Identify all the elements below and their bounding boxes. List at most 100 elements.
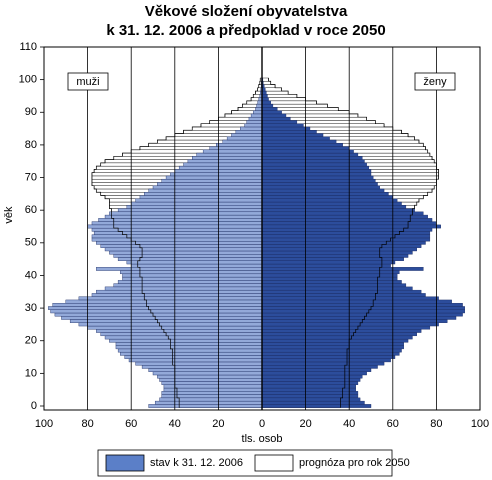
bar xyxy=(261,267,424,271)
bar xyxy=(161,381,263,385)
bar xyxy=(261,182,378,186)
bar xyxy=(130,263,263,268)
bar xyxy=(122,273,263,278)
bar xyxy=(216,143,263,147)
bar xyxy=(261,260,396,265)
bar xyxy=(261,254,409,258)
bar xyxy=(261,97,269,102)
bar xyxy=(261,107,278,111)
bar xyxy=(100,332,263,337)
x-tick-label: 100 xyxy=(35,418,53,430)
bar xyxy=(261,368,372,372)
bar xyxy=(226,136,263,141)
y-tick-label: 10 xyxy=(25,367,37,379)
bar xyxy=(261,169,372,173)
bar xyxy=(163,384,263,389)
bar xyxy=(154,400,263,405)
bar xyxy=(261,289,422,294)
x-tick-label: 40 xyxy=(169,418,181,430)
bar xyxy=(261,120,298,124)
bar xyxy=(261,116,291,121)
bar xyxy=(261,136,330,141)
projection-outline xyxy=(91,78,261,408)
bar xyxy=(261,192,389,196)
bar xyxy=(261,404,372,408)
bar xyxy=(261,123,304,128)
bar xyxy=(255,107,263,111)
x-tick-label: 60 xyxy=(125,418,137,430)
bar xyxy=(152,185,263,190)
chart-subtitle: k 31. 12. 2006 a předpoklad v roce 2050 xyxy=(106,22,385,39)
bar xyxy=(261,293,426,297)
bar xyxy=(261,335,413,340)
bar xyxy=(124,355,263,359)
bar xyxy=(113,254,263,258)
bar xyxy=(50,309,263,314)
bar xyxy=(261,218,433,222)
chart-title: Věkové složení obyvatelstva xyxy=(145,3,348,20)
y-tick-label: 80 xyxy=(25,139,37,151)
y-tick-label: 30 xyxy=(25,302,37,314)
y-tick-label: 40 xyxy=(25,269,37,281)
bar xyxy=(261,332,417,337)
bar xyxy=(261,175,374,180)
y-tick-label: 60 xyxy=(25,204,37,216)
bar xyxy=(244,123,263,128)
bar xyxy=(261,316,457,320)
bar xyxy=(128,358,263,363)
bar xyxy=(261,156,363,160)
bar xyxy=(148,404,263,408)
bar xyxy=(65,299,263,304)
bar xyxy=(261,381,359,385)
y-axis-label: věk xyxy=(3,206,15,224)
bar xyxy=(261,103,274,108)
bar xyxy=(192,156,263,160)
bar xyxy=(261,247,417,252)
group-label: ženy xyxy=(423,76,447,88)
bar xyxy=(261,208,415,213)
bar xyxy=(261,165,370,170)
bar xyxy=(261,152,359,157)
legend-box xyxy=(97,449,393,477)
bar xyxy=(261,374,363,379)
bar xyxy=(239,126,263,131)
bar xyxy=(104,214,263,219)
bar xyxy=(261,394,359,399)
bar xyxy=(261,309,465,314)
bar xyxy=(261,172,372,177)
bar xyxy=(91,227,263,232)
bar xyxy=(261,306,465,310)
bar xyxy=(165,175,263,180)
bar xyxy=(261,299,452,304)
y-tick-label: 90 xyxy=(25,106,37,118)
x-tick-label: 20 xyxy=(299,418,311,430)
y-tick-label: 50 xyxy=(25,237,37,249)
bar xyxy=(261,280,402,284)
bar xyxy=(261,338,409,343)
bar xyxy=(261,224,441,229)
bar xyxy=(91,221,263,226)
bar xyxy=(261,273,398,278)
bar xyxy=(261,358,391,363)
bar xyxy=(178,165,263,170)
bar xyxy=(261,227,433,232)
bar xyxy=(78,322,263,327)
bar xyxy=(126,205,263,209)
bar xyxy=(261,110,282,115)
bar xyxy=(61,316,263,320)
bar xyxy=(54,312,263,317)
bar xyxy=(261,391,359,395)
bar xyxy=(161,178,263,183)
bar xyxy=(261,133,324,137)
bar xyxy=(261,250,413,255)
bar xyxy=(261,214,428,219)
bar xyxy=(250,113,263,118)
bar xyxy=(261,371,367,376)
bar xyxy=(109,338,263,343)
bar xyxy=(104,286,263,291)
bar xyxy=(261,185,380,190)
bar xyxy=(122,276,263,281)
bar xyxy=(261,244,422,248)
bar xyxy=(261,263,391,268)
bar xyxy=(96,329,263,333)
